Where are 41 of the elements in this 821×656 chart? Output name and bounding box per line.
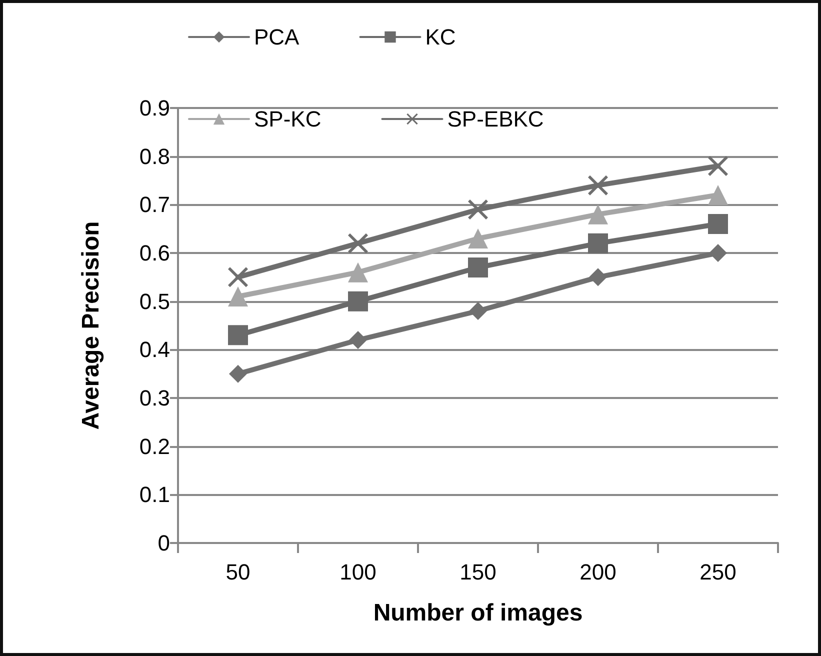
point: [468, 228, 488, 248]
point: [708, 214, 728, 234]
x-tick-label: 100: [340, 560, 376, 584]
point: [708, 185, 728, 205]
x-axis-title: Number of images: [373, 600, 583, 626]
legend-label: KC: [425, 24, 456, 50]
point: [588, 233, 608, 254]
y-tick-label: 0.6: [139, 240, 170, 266]
x-tick-label: 150: [460, 560, 496, 584]
x-tick-label: 200: [580, 560, 616, 584]
point: [228, 267, 248, 288]
point: [468, 258, 488, 278]
point: [229, 364, 247, 383]
point: [349, 331, 367, 349]
y-tick-label: 0.7: [139, 192, 170, 218]
point: [709, 244, 727, 262]
y-tick-label: 0.3: [139, 386, 170, 410]
point: [589, 268, 607, 286]
legend-label: SP-KC: [254, 106, 322, 132]
point: [588, 175, 608, 196]
point: [588, 204, 608, 224]
point: [228, 286, 248, 306]
point: [708, 156, 728, 176]
y-axis-title: Average Precision: [78, 221, 104, 430]
x-tick-label: 50: [226, 560, 250, 584]
y-tick-label: 0.2: [139, 434, 170, 459]
y-tick-label: 0: [158, 530, 170, 556]
y-tick-label: 0.4: [139, 337, 170, 362]
point: [348, 233, 368, 254]
legend-label: PCA: [254, 24, 300, 50]
y-tick-label: 0.8: [139, 144, 170, 169]
point: [469, 302, 487, 320]
x-tick-label: 250: [700, 560, 736, 584]
y-tick-label: 0.5: [139, 288, 170, 314]
point: [348, 262, 368, 282]
legend-label: SP-EBKC: [447, 106, 544, 132]
y-tick-label: 0.9: [139, 96, 170, 120]
y-tick-label: 0.1: [139, 482, 170, 508]
point: [228, 325, 248, 346]
point: [348, 291, 368, 312]
point: [468, 200, 488, 220]
